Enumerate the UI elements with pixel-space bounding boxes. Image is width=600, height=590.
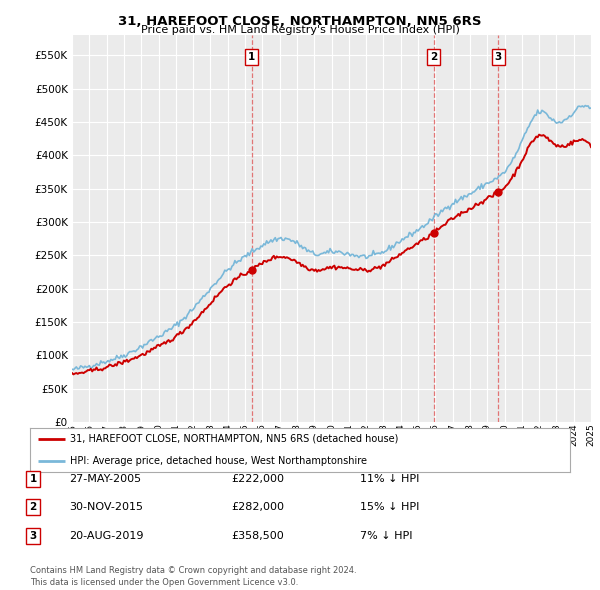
Text: 7% ↓ HPI: 7% ↓ HPI: [360, 531, 413, 540]
Text: £222,000: £222,000: [231, 474, 284, 484]
Text: 1: 1: [29, 474, 37, 484]
Text: £358,500: £358,500: [231, 531, 284, 540]
Text: 31, HAREFOOT CLOSE, NORTHAMPTON, NN5 6RS (detached house): 31, HAREFOOT CLOSE, NORTHAMPTON, NN5 6RS…: [71, 434, 399, 444]
Text: 11% ↓ HPI: 11% ↓ HPI: [360, 474, 419, 484]
Text: 2: 2: [29, 503, 37, 512]
Text: 31, HAREFOOT CLOSE, NORTHAMPTON, NN5 6RS: 31, HAREFOOT CLOSE, NORTHAMPTON, NN5 6RS: [118, 15, 482, 28]
Text: 15% ↓ HPI: 15% ↓ HPI: [360, 503, 419, 512]
Text: HPI: Average price, detached house, West Northamptonshire: HPI: Average price, detached house, West…: [71, 456, 367, 466]
Text: 3: 3: [29, 531, 37, 540]
Text: 2: 2: [430, 52, 437, 61]
Text: 1: 1: [248, 52, 256, 61]
Text: Price paid vs. HM Land Registry's House Price Index (HPI): Price paid vs. HM Land Registry's House …: [140, 25, 460, 35]
Text: £282,000: £282,000: [231, 503, 284, 512]
Text: 27-MAY-2005: 27-MAY-2005: [69, 474, 141, 484]
Text: 3: 3: [494, 52, 502, 61]
Text: Contains HM Land Registry data © Crown copyright and database right 2024.
This d: Contains HM Land Registry data © Crown c…: [30, 566, 356, 587]
Text: 30-NOV-2015: 30-NOV-2015: [69, 503, 143, 512]
Text: 20-AUG-2019: 20-AUG-2019: [69, 531, 143, 540]
